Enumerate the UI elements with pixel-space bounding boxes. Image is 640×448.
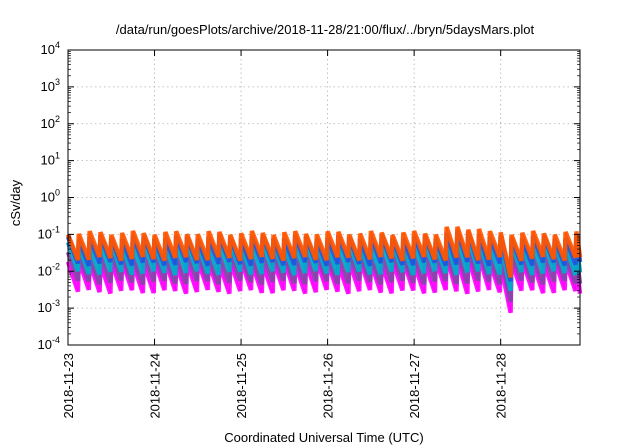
y-tick-label: 102: [41, 114, 60, 131]
series-edge: [67, 226, 581, 278]
x-axis: 2018-11-23 2018-11-24 2018-11-25 2018-11-26…: [61, 50, 509, 419]
x-tick-label: 2018-11-24: [148, 353, 163, 419]
y-tick-label: 10-2: [38, 261, 60, 278]
y-tick-label: 101: [41, 151, 60, 168]
y-axis-label: cSv/day: [8, 179, 23, 226]
grid: [68, 50, 580, 345]
x-tick-label: 2018-11-26: [321, 353, 336, 419]
x-tick-label: 2018-11-28: [494, 353, 509, 419]
x-tick-label: 2018-11-27: [407, 353, 422, 419]
y-tick-label: 10-1: [38, 224, 60, 241]
y-tick-label: 104: [41, 40, 60, 57]
x-tick-label: 2018-11-23: [61, 353, 76, 419]
chart-title: /data/run/goesPlots/archive/2018-11-28/2…: [116, 22, 535, 37]
y-tick-label: 10-3: [38, 298, 60, 315]
y-axis: 10-4 10-3 10-2 10-1 100 101 102 103 104: [38, 40, 580, 352]
y-tick-label: 103: [41, 77, 60, 94]
x-axis-label: Coordinated Universal Time (UTC): [224, 430, 423, 445]
x-tick-label: 2018-11-25: [234, 353, 249, 419]
y-tick-label: 10-4: [38, 335, 60, 352]
y-tick-label: 100: [41, 188, 60, 205]
data-series-group: [65, 226, 583, 314]
